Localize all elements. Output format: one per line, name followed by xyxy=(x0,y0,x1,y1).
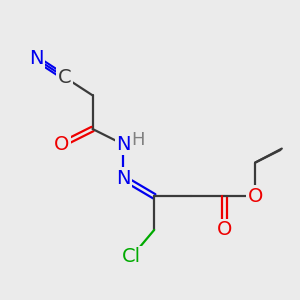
Text: O: O xyxy=(248,187,263,206)
Text: N: N xyxy=(116,169,130,188)
Text: N: N xyxy=(29,50,44,68)
Text: N: N xyxy=(116,135,130,154)
Text: O: O xyxy=(54,135,69,154)
Text: H: H xyxy=(131,131,145,149)
Text: O: O xyxy=(217,220,232,239)
Text: C: C xyxy=(58,68,71,87)
Text: Cl: Cl xyxy=(122,247,141,266)
